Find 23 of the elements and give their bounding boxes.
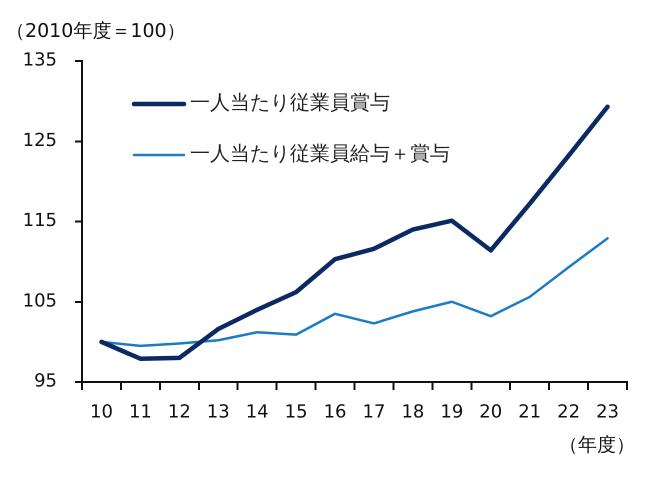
legend-label: 一人当たり従業員給与＋賞与 xyxy=(190,141,450,166)
y-tick-label: 115 xyxy=(22,210,57,232)
x-tick-label: 13 xyxy=(206,401,230,422)
x-tick-label: 21 xyxy=(518,401,542,422)
x-tick-label: 22 xyxy=(557,401,580,422)
y-tick-label: 95 xyxy=(34,370,57,392)
x-tick-label: 19 xyxy=(440,401,464,422)
x-tick-label: 23 xyxy=(596,401,619,422)
x-tick-label: 16 xyxy=(324,401,346,422)
x-axis-title: （年度） xyxy=(559,433,635,458)
y-tick-label: 125 xyxy=(22,130,57,151)
x-tick-label: 12 xyxy=(168,401,191,422)
legend-label: 一人当たり従業員賞与 xyxy=(190,90,390,114)
x-tick-label: 17 xyxy=(362,401,386,422)
x-tick-label: 11 xyxy=(128,401,152,422)
y-tick-label: 135 xyxy=(22,50,57,71)
x-tick-label: 14 xyxy=(246,401,269,422)
y-axis-title: （2010年度＝100） xyxy=(6,19,186,44)
x-tick-label: 20 xyxy=(479,401,502,422)
y-tick-label: 105 xyxy=(22,290,57,312)
x-tick-label: 15 xyxy=(284,401,308,422)
x-tick-label: 10 xyxy=(90,401,113,422)
x-tick-label: 18 xyxy=(401,401,424,422)
